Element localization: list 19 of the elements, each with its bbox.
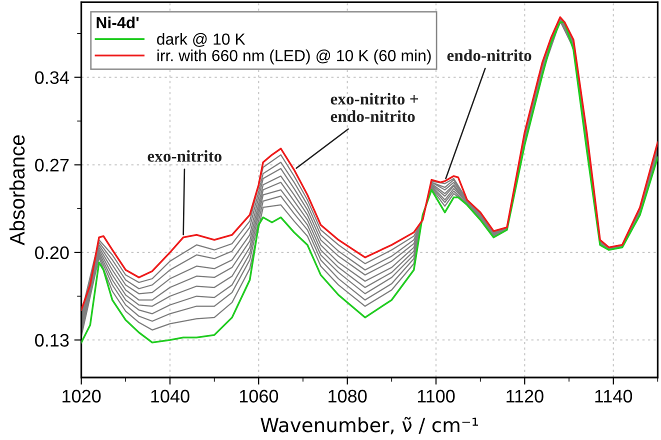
y-tick-label: 0.27 [35, 158, 69, 172]
x-tick-label: 1100 [418, 390, 455, 403]
y-axis-title: Absorbance [9, 135, 25, 246]
legend-label: irr. with 660 nm (LED) @ 10 K (60 min) [157, 50, 431, 64]
annotation: exo-nitrito [148, 150, 222, 162]
y-tick-label: 0.34 [35, 71, 69, 84]
x-tick-label: 1120 [506, 390, 544, 403]
x-axis-title: Wavenumber, ν̃ / cm⁻¹ [260, 416, 478, 434]
x-tick-label: 1140 [595, 390, 632, 403]
annotation: endo-nitrito [447, 49, 532, 62]
annotation: exo-nitrito + endo-nitrito [330, 92, 418, 122]
legend-label: dark @ 10 K [157, 33, 246, 47]
legend-title: Ni-4d' [96, 16, 139, 28]
y-tick-label: 0.20 [35, 246, 69, 260]
x-tick-label: 1040 [151, 390, 190, 403]
x-tick-label: 1080 [328, 390, 367, 403]
x-tick-label: 1020 [62, 390, 101, 403]
x-tick-label: 1060 [240, 390, 278, 403]
y-tick-label: 0.13 [35, 334, 69, 347]
